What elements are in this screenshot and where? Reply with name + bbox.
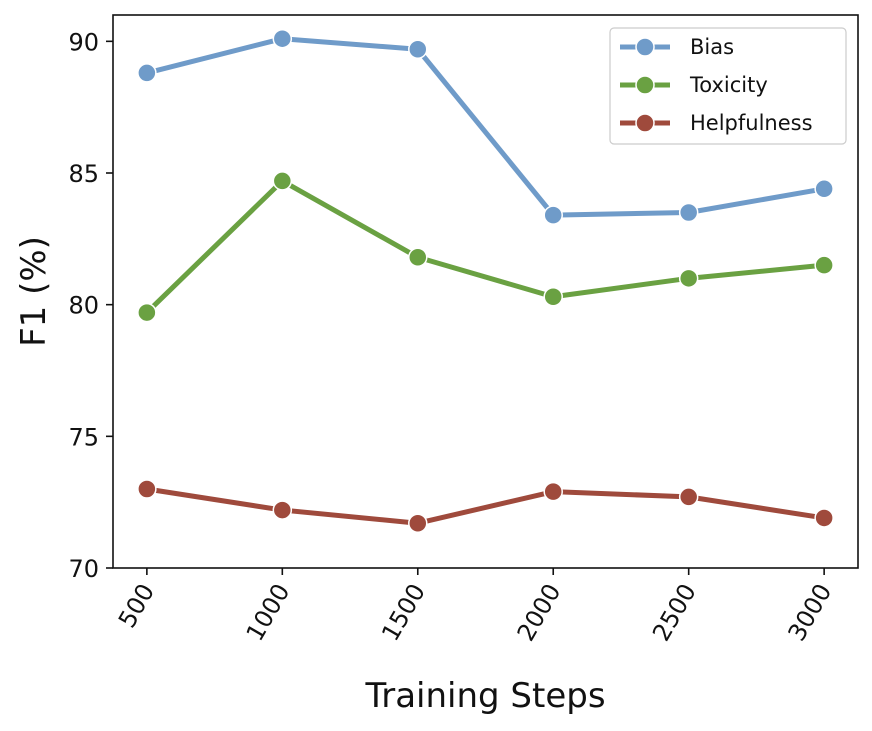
data-point-helpfulness <box>678 487 699 507</box>
y-axis-title: F1 (%) <box>14 236 54 347</box>
data-point-toxicity <box>137 302 157 323</box>
y-tick-label: 85 <box>68 160 99 188</box>
y-tick-label: 70 <box>68 555 99 583</box>
legend-label: Toxicity <box>689 73 768 97</box>
x-tick-label: 1000 <box>241 579 296 646</box>
data-point-bias <box>408 39 428 59</box>
data-point-toxicity <box>814 255 834 275</box>
series-bias <box>137 28 834 225</box>
data-point-bias <box>137 63 157 83</box>
legend-item-helpfulness: Helpfulness <box>620 111 813 135</box>
legend-label: Helpfulness <box>690 111 813 135</box>
data-point-bias <box>272 28 293 49</box>
x-axis-title: Training Steps <box>364 676 605 716</box>
data-point-toxicity <box>408 247 428 268</box>
data-point-bias <box>814 179 834 199</box>
legend-box <box>609 27 847 145</box>
data-point-helpfulness <box>543 481 563 502</box>
x-tick-label: 500 <box>113 579 160 633</box>
series-toxicity <box>137 171 834 323</box>
legend-item-toxicity: Toxicity <box>620 73 768 97</box>
data-point-helpfulness <box>814 508 834 528</box>
data-point-helpfulness <box>408 513 428 533</box>
y-tick-label: 90 <box>68 28 99 56</box>
plot-series <box>137 28 834 533</box>
x-tick-label: 2500 <box>647 579 702 646</box>
legend-swatch-marker <box>635 37 655 57</box>
data-point-helpfulness <box>137 479 157 499</box>
data-point-toxicity <box>272 171 293 191</box>
data-point-toxicity <box>678 268 699 289</box>
legend-swatch-marker <box>635 113 655 133</box>
y-axis: 70 75 80 85 90 <box>68 28 113 583</box>
series-line-toxicity <box>144 178 827 316</box>
legend-item-bias: Bias <box>620 35 734 59</box>
x-tick-label: 3000 <box>783 579 838 646</box>
x-tick-label: 1500 <box>376 579 431 646</box>
data-point-helpfulness <box>272 500 293 520</box>
legend-label: Bias <box>690 35 734 59</box>
series-line-helpfulness <box>144 486 827 526</box>
y-tick-label: 80 <box>68 292 99 320</box>
data-point-bias <box>678 202 699 223</box>
data-point-bias <box>543 205 563 225</box>
legend-swatch-marker <box>635 75 655 95</box>
data-point-toxicity <box>543 287 563 307</box>
y-tick-label: 75 <box>68 423 99 451</box>
series-helpfulness <box>137 479 834 533</box>
x-axis: 500 1000 1500 2000 2500 3000 <box>113 568 837 646</box>
series-line-bias <box>144 36 827 218</box>
x-tick-label: 2000 <box>512 579 567 646</box>
plot-frame <box>112 14 859 569</box>
legend: Bias Toxicity Helpfulness <box>609 27 847 145</box>
